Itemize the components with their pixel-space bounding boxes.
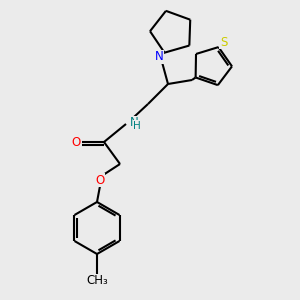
Text: N: N [130, 116, 139, 130]
Text: S: S [220, 36, 227, 49]
Text: H: H [133, 121, 141, 131]
Text: CH₃: CH₃ [86, 274, 108, 287]
Text: O: O [71, 136, 81, 148]
Text: O: O [95, 173, 105, 187]
Text: N: N [154, 50, 164, 64]
